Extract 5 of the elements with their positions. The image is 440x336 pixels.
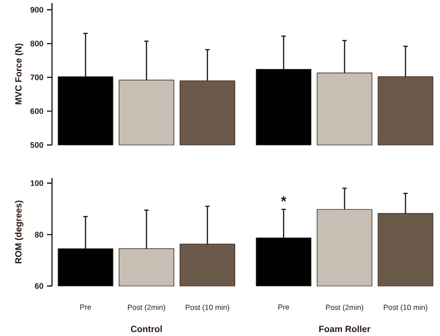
annotation: * xyxy=(280,196,286,202)
y-axis-title: ROM (degrees) xyxy=(14,200,24,264)
text: Control xyxy=(130,326,162,332)
y-axis-title: MVC Force (N) xyxy=(14,44,24,104)
text: Foam Roller xyxy=(319,326,370,332)
